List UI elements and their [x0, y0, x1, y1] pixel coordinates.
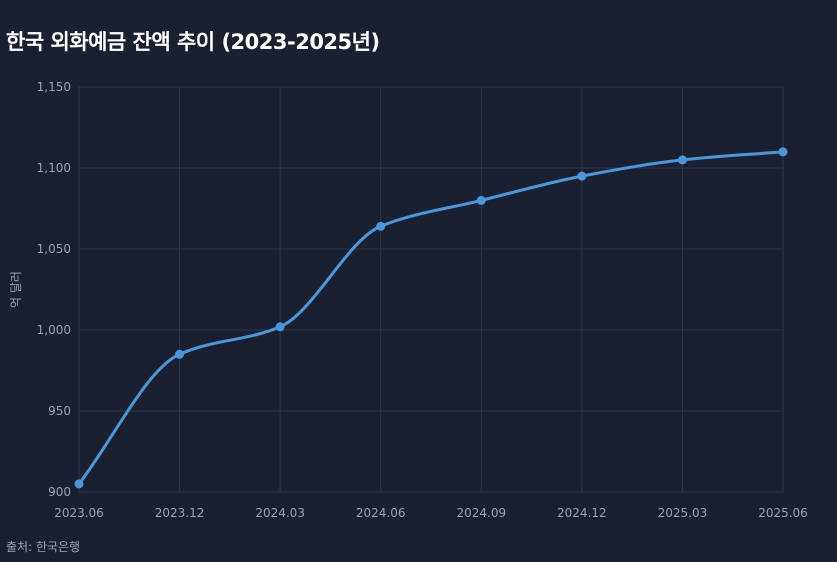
data-point	[376, 221, 386, 231]
y-tick-label: 1,000	[37, 323, 71, 337]
x-axis-ticks: 2023.06 2023.12 2024.03 2024.06 2024.09 2024.…	[54, 506, 808, 520]
data-point	[74, 479, 84, 489]
y-tick-label: 900	[48, 485, 71, 499]
y-tick-label: 1,100	[37, 161, 71, 175]
y-tick-label: 950	[48, 404, 71, 418]
y-tick-label: 1,050	[37, 242, 71, 256]
y-axis-title: 억 달러	[9, 271, 23, 308]
data-point	[778, 147, 788, 157]
x-tick-label: 2024.06	[356, 506, 406, 520]
data-point	[175, 349, 185, 359]
data-point	[275, 322, 285, 332]
x-tick-label: 2023.06	[54, 506, 104, 520]
x-tick-label: 2023.12	[155, 506, 205, 520]
x-tick-label: 2024.12	[557, 506, 607, 520]
series-line	[77, 150, 785, 486]
y-tick-label: 1,150	[37, 80, 71, 94]
y-axis-ticks: 900 950 1,000 1,050 1,100 1,150	[37, 80, 71, 499]
data-point	[476, 195, 486, 205]
x-tick-label: 2025.03	[658, 506, 708, 520]
chart-title: 한국 외화예금 잔액 추이 (2023-2025년)	[6, 30, 380, 54]
x-tick-label: 2024.03	[255, 506, 305, 520]
data-point	[677, 155, 687, 165]
x-tick-label: 2025.06	[758, 506, 808, 520]
source-note: 출처: 한국은행	[6, 540, 81, 554]
x-tick-label: 2024.09	[456, 506, 506, 520]
data-point	[577, 171, 587, 181]
grid-lines	[78, 86, 784, 493]
data-points	[74, 147, 788, 489]
